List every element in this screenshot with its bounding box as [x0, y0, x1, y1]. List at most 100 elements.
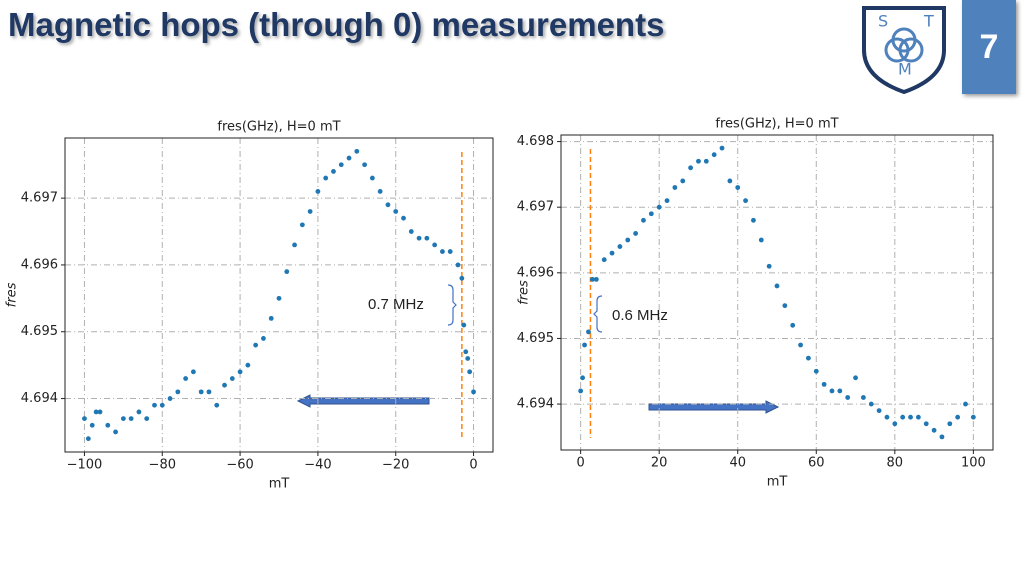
y-tick-label: 4.696 [517, 265, 554, 280]
y-tick-label: 4.696 [21, 257, 58, 272]
point [284, 269, 290, 275]
point [346, 155, 352, 161]
point [191, 369, 196, 375]
point [338, 162, 344, 168]
point [408, 229, 414, 234]
point [416, 235, 422, 241]
point [578, 388, 584, 394]
point [774, 283, 780, 289]
point [680, 178, 686, 184]
x-tick-label: 0 [576, 456, 584, 471]
point [175, 389, 181, 395]
logo: S T M [862, 6, 946, 94]
point [461, 322, 467, 328]
x-tick-label: −40 [304, 458, 331, 473]
point [113, 429, 118, 435]
point [120, 416, 126, 421]
y-axis-label: fres [517, 280, 532, 305]
y-tick-label: 4.697 [517, 200, 554, 215]
point [915, 414, 921, 420]
point [590, 276, 595, 282]
point [455, 262, 461, 268]
x-tick-label: 80 [887, 456, 904, 471]
point [105, 422, 111, 428]
x-tick-label: −100 [67, 458, 103, 473]
point [97, 409, 103, 415]
point [758, 237, 764, 243]
y-tick-label: 4.694 [21, 391, 58, 406]
point [307, 209, 313, 214]
point [253, 342, 259, 348]
point [931, 427, 937, 433]
point [711, 152, 717, 158]
point [751, 217, 756, 223]
point [354, 148, 360, 154]
point [853, 375, 858, 381]
point [593, 276, 599, 282]
point [609, 250, 615, 256]
y-axis-label: fres [5, 282, 20, 307]
point [727, 178, 733, 184]
chart-title: fres(GHz), H=0 mT [715, 117, 838, 132]
point [385, 202, 391, 208]
point [237, 369, 243, 375]
y-tick-label: 4.694 [517, 397, 554, 412]
point [369, 175, 375, 181]
point [229, 376, 235, 381]
point [908, 414, 913, 420]
chart-title: fres(GHz), H=0 mT [217, 120, 340, 135]
point [206, 389, 212, 395]
bracket [447, 284, 457, 326]
point [276, 295, 282, 301]
point [821, 381, 827, 387]
x-tick-label: 40 [729, 456, 746, 471]
point [463, 349, 469, 355]
arrow-right [648, 400, 780, 414]
point [136, 409, 142, 415]
point [633, 231, 639, 236]
point [362, 162, 367, 168]
point [703, 158, 709, 164]
point [892, 421, 898, 427]
logo-knot [884, 37, 910, 63]
point [198, 389, 204, 395]
point [782, 303, 788, 309]
point [467, 369, 473, 375]
y-tick-label: 4.698 [517, 134, 554, 149]
point [93, 409, 99, 415]
point [806, 355, 811, 361]
x-tick-label: 0 [469, 458, 477, 473]
point [939, 434, 945, 440]
y-tick-label: 4.695 [21, 324, 58, 339]
point [672, 185, 678, 190]
point [268, 315, 274, 321]
point [82, 416, 87, 421]
point [401, 215, 406, 221]
logo-letter: T [923, 12, 934, 31]
point [868, 401, 874, 407]
point [440, 249, 445, 254]
point [719, 145, 725, 151]
point [292, 242, 297, 248]
point [586, 329, 591, 335]
point [688, 165, 693, 171]
x-tick-label: −20 [382, 458, 409, 473]
x-tick-label: 20 [651, 456, 668, 471]
bracket [593, 295, 603, 333]
point [829, 388, 835, 394]
point [393, 209, 399, 214]
point [845, 395, 851, 400]
point [837, 388, 843, 394]
point [159, 402, 165, 408]
point [766, 263, 772, 269]
point [299, 222, 305, 228]
point [798, 342, 803, 348]
point [459, 275, 465, 281]
point [424, 235, 430, 241]
point [648, 211, 654, 217]
point [735, 185, 741, 190]
x-tick-label: −60 [226, 458, 253, 473]
point [331, 169, 336, 174]
page-number: 7 [962, 0, 1016, 94]
